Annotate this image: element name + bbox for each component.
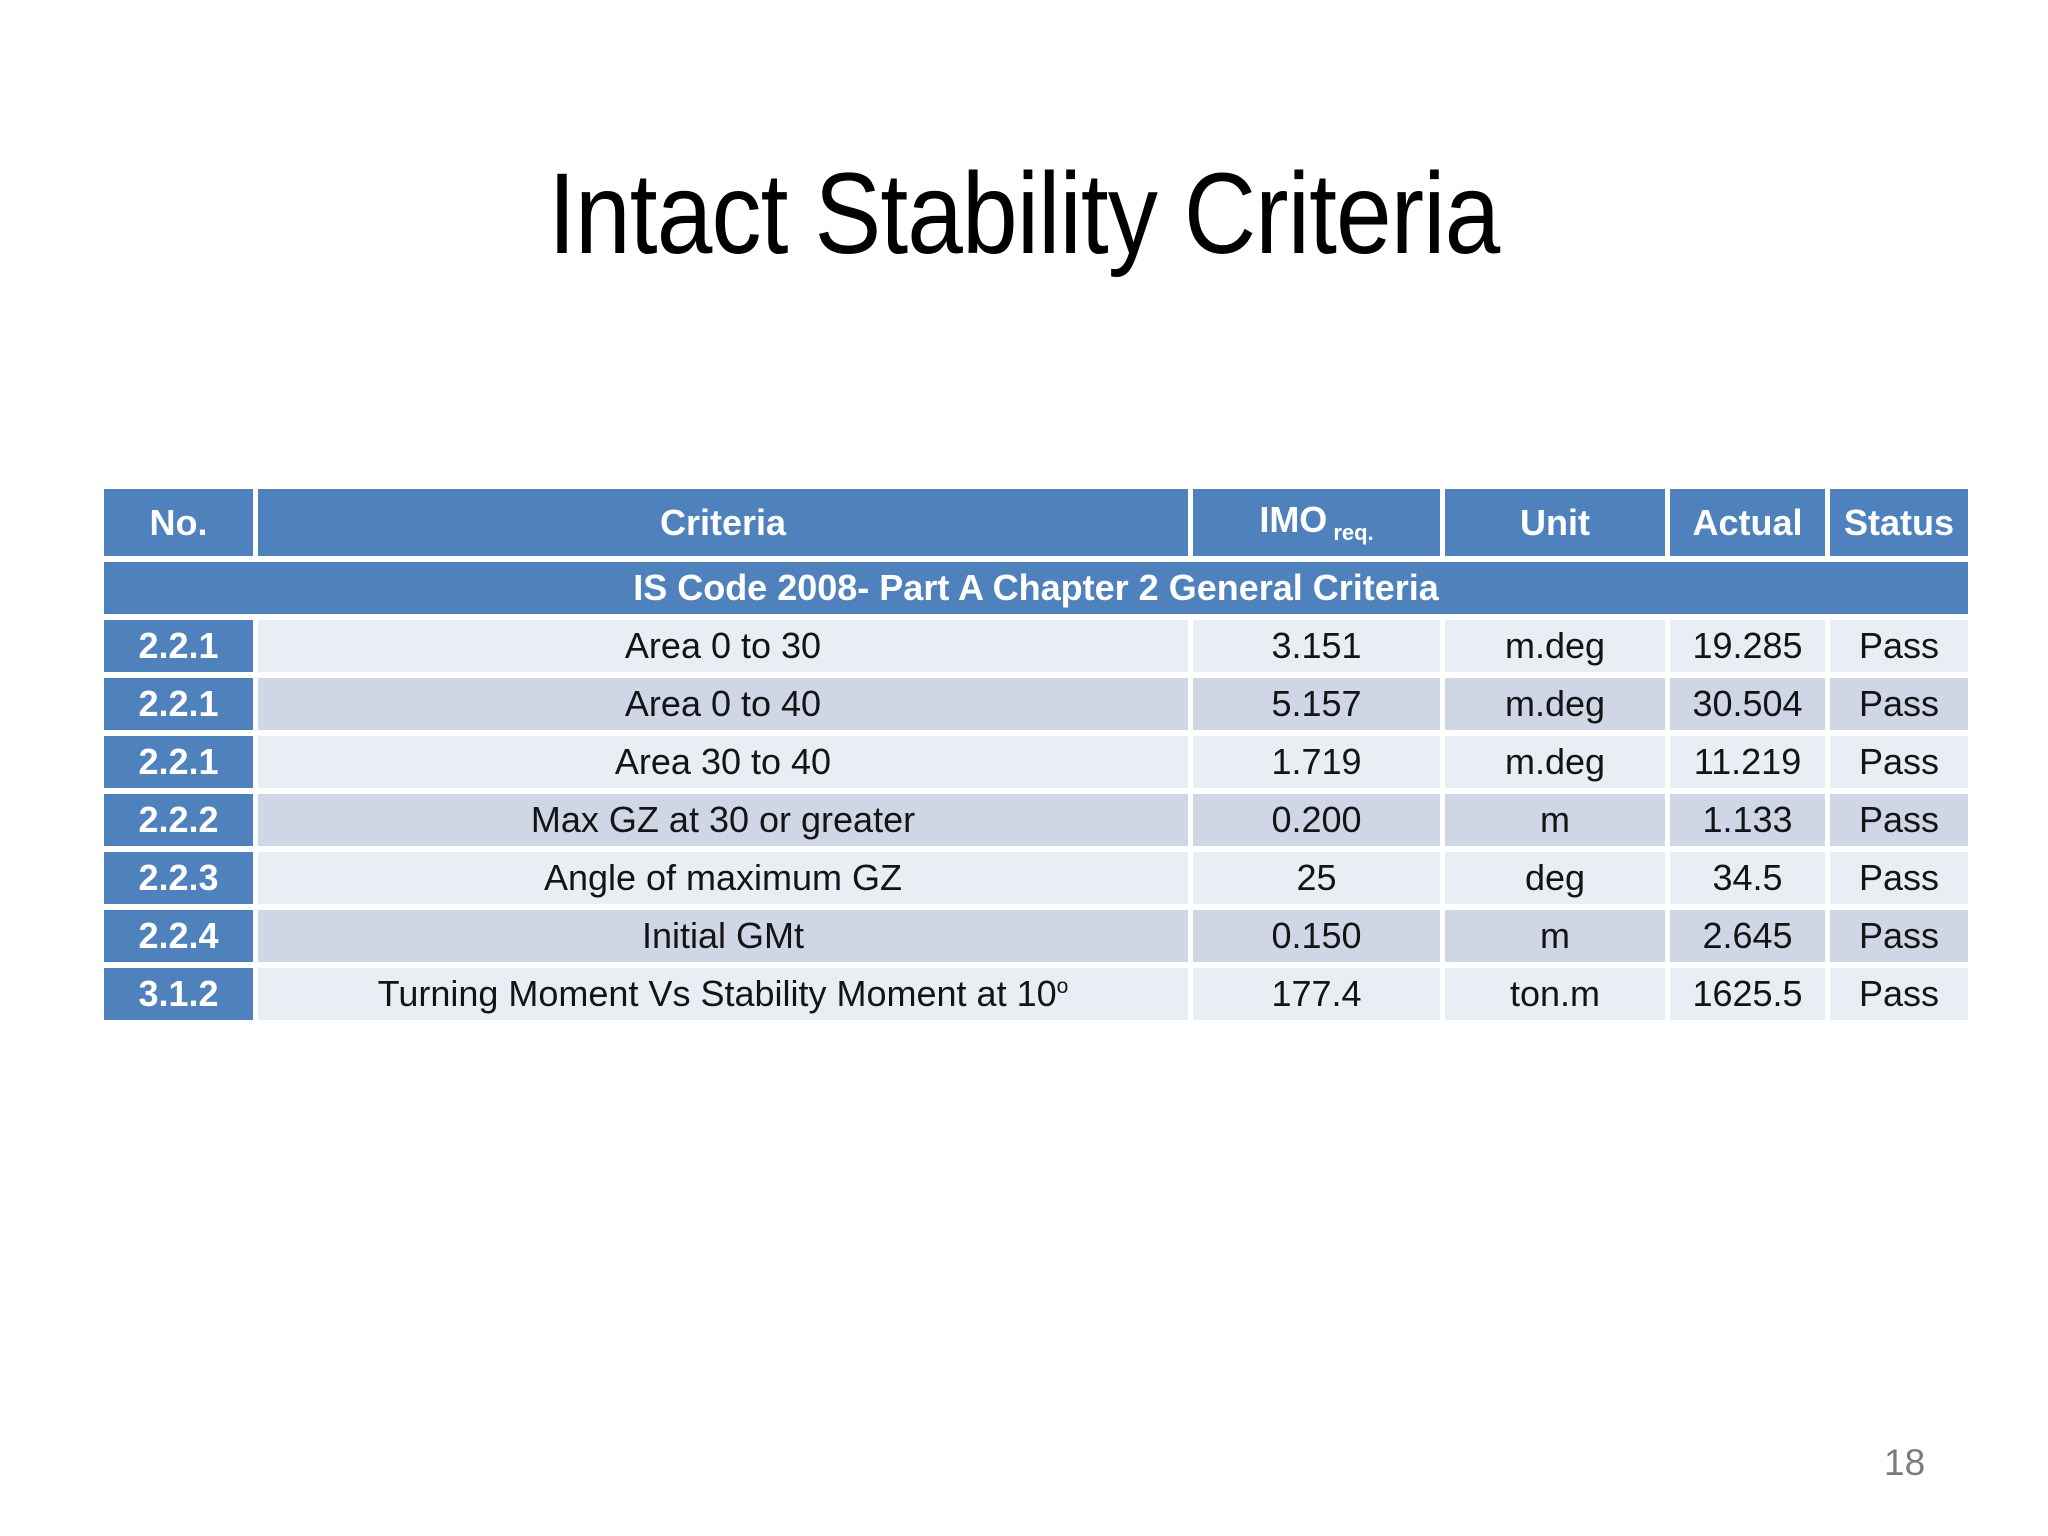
slide-title: Intact Stability Criteria xyxy=(0,148,2048,280)
col-header-actual: Actual xyxy=(1670,489,1825,556)
table-row: 3.1.2 Turning Moment Vs Stability Moment… xyxy=(104,968,1968,1020)
cell-unit: ton.m xyxy=(1445,968,1665,1020)
cell-criteria: Area 0 to 40 xyxy=(258,678,1188,730)
cell-imo-req: 1.719 xyxy=(1193,736,1440,788)
col-header-status: Status xyxy=(1830,489,1968,556)
cell-no: 2.2.4 xyxy=(104,910,253,962)
table-row: 2.2.2 Max GZ at 30 or greater 0.200 m 1.… xyxy=(104,794,1968,846)
cell-unit: m xyxy=(1445,910,1665,962)
cell-status: Pass xyxy=(1830,910,1968,962)
cell-actual: 1.133 xyxy=(1670,794,1825,846)
cell-unit: deg xyxy=(1445,852,1665,904)
cell-no: 2.2.2 xyxy=(104,794,253,846)
cell-actual: 11.219 xyxy=(1670,736,1825,788)
cell-imo-req: 3.151 xyxy=(1193,620,1440,672)
col-header-no: No. xyxy=(104,489,253,556)
cell-actual: 1625.5 xyxy=(1670,968,1825,1020)
cell-status: Pass xyxy=(1830,736,1968,788)
cell-actual: 19.285 xyxy=(1670,620,1825,672)
cell-criteria: Area 30 to 40 xyxy=(258,736,1188,788)
cell-unit: m.deg xyxy=(1445,678,1665,730)
cell-imo-req: 25 xyxy=(1193,852,1440,904)
cell-criteria-text: Turning Moment Vs Stability Moment at 10 xyxy=(377,973,1057,1014)
cell-unit: m xyxy=(1445,794,1665,846)
page-number: 18 xyxy=(1884,1442,1926,1483)
cell-unit: m.deg xyxy=(1445,620,1665,672)
cell-imo-req: 0.200 xyxy=(1193,794,1440,846)
cell-imo-req: 177.4 xyxy=(1193,968,1440,1020)
table-row: 2.2.4 Initial GMt 0.150 m 2.645 Pass xyxy=(104,910,1968,962)
col-header-unit: Unit xyxy=(1445,489,1665,556)
cell-no: 2.2.1 xyxy=(104,678,253,730)
cell-no: 2.2.1 xyxy=(104,620,253,672)
cell-criteria: Turning Moment Vs Stability Moment at 10… xyxy=(258,968,1188,1020)
degree-superscript: o xyxy=(1056,975,1069,998)
cell-status: Pass xyxy=(1830,852,1968,904)
col-header-imo-req: IMO req. xyxy=(1193,489,1440,556)
cell-status: Pass xyxy=(1830,620,1968,672)
cell-imo-req: 0.150 xyxy=(1193,910,1440,962)
cell-status: Pass xyxy=(1830,968,1968,1020)
cell-imo-req: 5.157 xyxy=(1193,678,1440,730)
table-row: 2.2.3 Angle of maximum GZ 25 deg 34.5 Pa… xyxy=(104,852,1968,904)
cell-status: Pass xyxy=(1830,794,1968,846)
col-header-criteria: Criteria xyxy=(258,489,1188,556)
table-row: 2.2.1 Area 0 to 40 5.157 m.deg 30.504 Pa… xyxy=(104,678,1968,730)
cell-no: 3.1.2 xyxy=(104,968,253,1020)
section-header-label: IS Code 2008- Part A Chapter 2 General C… xyxy=(104,562,1968,614)
cell-criteria: Initial GMt xyxy=(258,910,1188,962)
cell-criteria: Area 0 to 30 xyxy=(258,620,1188,672)
cell-actual: 30.504 xyxy=(1670,678,1825,730)
cell-unit: m.deg xyxy=(1445,736,1665,788)
cell-no: 2.2.1 xyxy=(104,736,253,788)
cell-actual: 34.5 xyxy=(1670,852,1825,904)
table-header-row: No. Criteria IMO req. Unit Actual Status xyxy=(104,489,1968,556)
cell-criteria: Angle of maximum GZ xyxy=(258,852,1188,904)
table-row: 2.2.1 Area 0 to 30 3.151 m.deg 19.285 Pa… xyxy=(104,620,1968,672)
col-header-imo-label: IMO xyxy=(1259,498,1328,540)
table-row: 2.2.1 Area 30 to 40 1.719 m.deg 11.219 P… xyxy=(104,736,1968,788)
col-header-imo-subscript: req. xyxy=(1333,520,1374,546)
cell-criteria: Max GZ at 30 or greater xyxy=(258,794,1188,846)
cell-actual: 2.645 xyxy=(1670,910,1825,962)
cell-no: 2.2.3 xyxy=(104,852,253,904)
cell-status: Pass xyxy=(1830,678,1968,730)
stability-criteria-table: No. Criteria IMO req. Unit Actual Status … xyxy=(99,483,1973,1026)
section-header-row: IS Code 2008- Part A Chapter 2 General C… xyxy=(104,562,1968,614)
slide-title-text: Intact Stability Criteria xyxy=(548,150,1500,278)
